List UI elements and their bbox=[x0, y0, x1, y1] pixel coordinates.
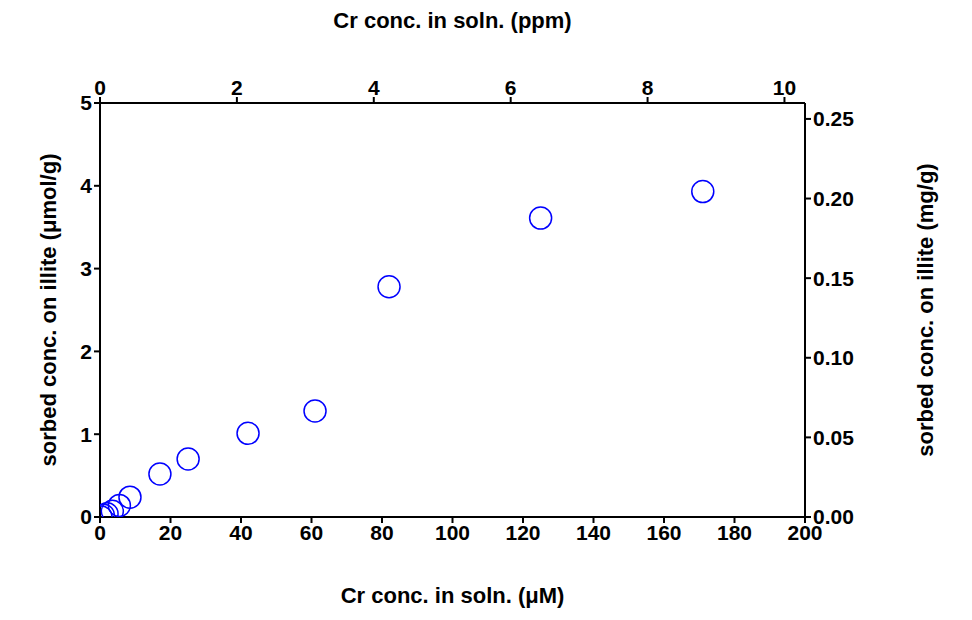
svg-text:8: 8 bbox=[642, 76, 654, 99]
svg-text:0.00: 0.00 bbox=[813, 505, 854, 528]
svg-text:60: 60 bbox=[300, 521, 323, 544]
svg-text:0: 0 bbox=[80, 505, 92, 528]
svg-text:140: 140 bbox=[576, 521, 611, 544]
svg-text:Cr conc. in soln. (μM): Cr conc. in soln. (μM) bbox=[341, 583, 565, 608]
svg-text:0: 0 bbox=[94, 76, 106, 99]
svg-text:200: 200 bbox=[787, 520, 823, 544]
svg-text:sorbed conc. on illite (mg/g): sorbed conc. on illite (mg/g) bbox=[913, 163, 938, 456]
svg-text:40: 40 bbox=[229, 521, 252, 544]
svg-text:180: 180 bbox=[717, 521, 752, 544]
svg-text:4: 4 bbox=[368, 76, 380, 99]
svg-text:80: 80 bbox=[370, 521, 393, 544]
svg-text:5: 5 bbox=[80, 91, 92, 114]
svg-text:120: 120 bbox=[505, 521, 540, 544]
svg-text:2: 2 bbox=[231, 76, 243, 99]
svg-text:100: 100 bbox=[435, 521, 470, 544]
svg-text:10: 10 bbox=[773, 76, 796, 99]
svg-text:3: 3 bbox=[80, 257, 92, 280]
svg-text:2: 2 bbox=[80, 340, 92, 363]
svg-text:6: 6 bbox=[505, 76, 517, 99]
svg-text:0.25: 0.25 bbox=[813, 107, 854, 130]
svg-text:1: 1 bbox=[80, 423, 92, 446]
svg-text:0.05: 0.05 bbox=[813, 426, 854, 449]
svg-text:4: 4 bbox=[80, 174, 92, 197]
svg-text:sorbed conc. on illite (μmol/g: sorbed conc. on illite (μmol/g) bbox=[36, 154, 61, 467]
svg-text:0: 0 bbox=[94, 521, 106, 544]
svg-text:Cr conc. in soln. (ppm): Cr conc. in soln. (ppm) bbox=[333, 8, 571, 33]
svg-text:160: 160 bbox=[646, 521, 681, 544]
svg-text:20: 20 bbox=[159, 521, 182, 544]
svg-text:0.10: 0.10 bbox=[813, 346, 854, 369]
svg-text:0.20: 0.20 bbox=[813, 187, 854, 210]
svg-text:0.15: 0.15 bbox=[813, 267, 854, 290]
